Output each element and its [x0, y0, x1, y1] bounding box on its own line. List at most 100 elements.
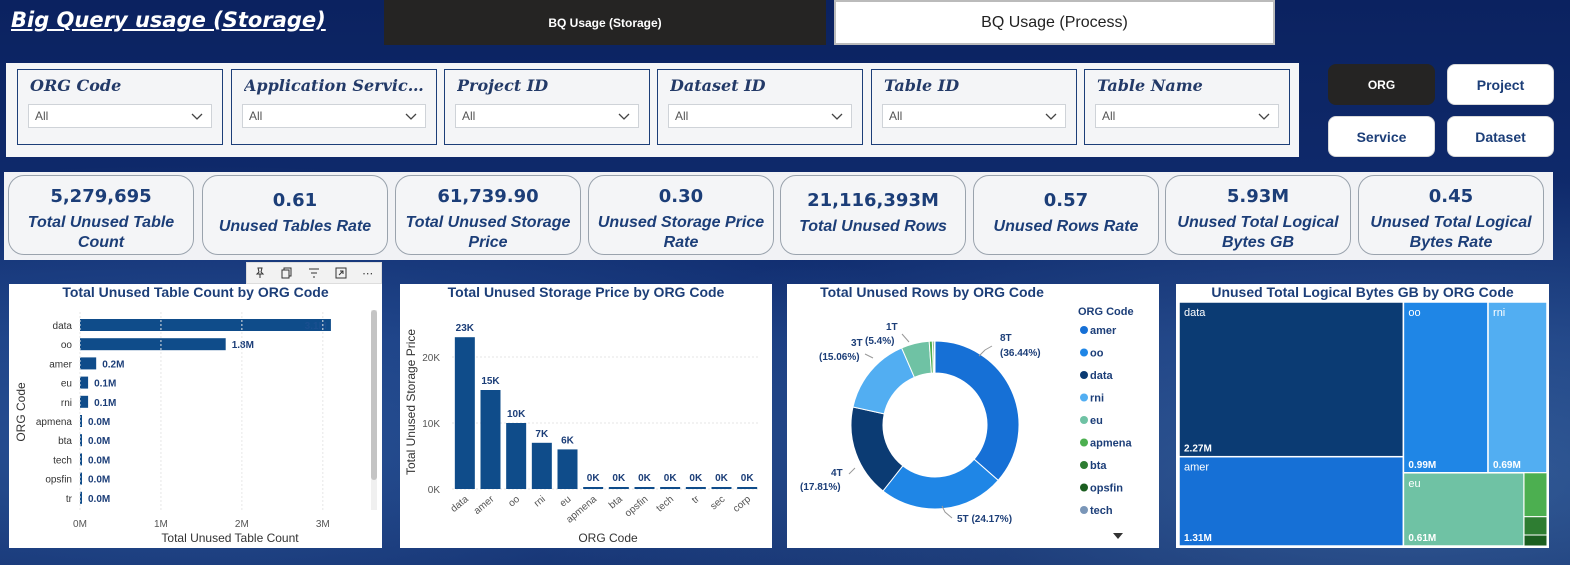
slice-label: 5T (24.17%) [957, 514, 1012, 525]
legend-title: ORG Code [1078, 306, 1134, 318]
slicer-dataset-id: Dataset ID All [657, 69, 863, 145]
filter-icon[interactable] [306, 265, 322, 281]
chevron-down-icon [405, 113, 417, 120]
slice-label: 4T [831, 468, 843, 479]
tile-name: data [1184, 307, 1206, 319]
slicer-dropdown[interactable]: All [882, 104, 1066, 128]
chart-title: Unused Total Logical Bytes GB by ORG Cod… [1211, 284, 1514, 300]
slicer-dropdown[interactable]: All [1095, 104, 1279, 128]
legend-marker [1080, 348, 1088, 357]
slicer-value: All [889, 109, 903, 123]
tick-label: 2M [235, 519, 249, 530]
kpi-value: 5,279,695 [50, 186, 152, 207]
tab-bq-usage-storage[interactable]: BQ Usage (Storage) [384, 0, 826, 45]
kpi-value: 0.57 [1043, 190, 1089, 211]
tile-value: 0.61M [1408, 533, 1436, 544]
kpi-label: Total Unused Table Count [9, 213, 193, 253]
data-label: 10K [507, 409, 526, 420]
x-axis-label: Total Unused Table Count [161, 531, 299, 545]
legend-marker [1080, 371, 1088, 379]
slicer-value: All [675, 109, 689, 123]
legend-item: opsfin [1090, 483, 1123, 495]
leader-line [848, 467, 856, 475]
kpi-label: Unused Tables Rate [203, 217, 387, 237]
org-view-button[interactable]: ORG [1328, 64, 1435, 105]
kpi-label-line: Unused Tables Rate [218, 218, 372, 235]
slicer-dropdown[interactable]: All [668, 104, 852, 128]
category-label: oo [61, 340, 73, 351]
bar [80, 319, 331, 331]
tile-name: oo [1408, 307, 1420, 319]
chevron-down-icon [1258, 113, 1270, 120]
kpi-label: Unused Total Logical Bytes Rate [1359, 213, 1543, 253]
kpi-card: 61,739.90 Total Unused Storage Price [395, 175, 581, 255]
slicer-table-id: Table ID All [871, 69, 1077, 145]
bar [454, 337, 475, 489]
slicer-value: All [462, 109, 476, 123]
treemap-tile [1523, 516, 1548, 536]
kpi-label: Unused Storage Price Rate [589, 213, 773, 253]
tick-label: 0K [428, 485, 441, 496]
chart-title: Total Unused Table Count by ORG Code [62, 284, 329, 300]
data-label: 0K [689, 473, 703, 484]
more-options-icon[interactable]: ⋯ [362, 266, 374, 280]
category-label: eu [558, 494, 574, 510]
kpi-label: Total Unused Storage Price [396, 213, 580, 253]
bar [583, 487, 604, 489]
kpi-card: 0.57 Unused Rows Rate [973, 175, 1159, 255]
dataset-view-button[interactable]: Dataset [1447, 116, 1554, 157]
data-label: 0K [715, 473, 729, 484]
bar [80, 376, 89, 389]
slicer-dropdown[interactable]: All [28, 104, 212, 128]
bar-chart-vertical[interactable]: 0K10K20K23Kdata15Kamer10Koo7Krni6Keu0Kap… [400, 284, 772, 548]
kpi-label: Total Unused Rows [781, 217, 965, 237]
kpi-label-line: Bytes GB [1221, 234, 1295, 251]
tick-label: 20K [422, 353, 440, 364]
slicer-dropdown[interactable]: All [242, 104, 426, 128]
category-label: corp [731, 494, 753, 515]
legend-item: data [1090, 370, 1114, 382]
kpi-label-line: Count [77, 234, 125, 251]
kpi-value: 61,739.90 [437, 186, 539, 207]
project-view-button[interactable]: Project [1447, 64, 1554, 105]
tick-label: 10K [422, 419, 440, 430]
treemap-tile [1178, 455, 1405, 547]
kpi-label-line: Unused Storage Price [597, 214, 765, 231]
legend-marker [1080, 506, 1088, 514]
slice-label: (15.06%) [819, 352, 860, 363]
kpi-card: 5,279,695 Total Unused Table Count [8, 175, 194, 255]
slicer-dropdown[interactable]: All [455, 104, 639, 128]
slicer-title: Table Name [1097, 76, 1203, 95]
treemap-chart[interactable]: data 2.27M amer 1.31M oo 0.99M rni 0.69M eu 0.61M [1176, 284, 1549, 548]
kpi-label: Unused Total Logical Bytes GB [1166, 213, 1350, 253]
category-label: apmena [36, 417, 73, 428]
donut-chart[interactable]: 8T (36.44%) 5T (24.17%) 4T (17.81%) 3T (15.06%… [787, 284, 1159, 548]
kpi-value: 0.61 [272, 190, 318, 211]
scrollbar-thumb [371, 310, 377, 480]
page-title: Big Query usage (Storage) [11, 8, 326, 32]
slicer-application-service: Application Service N… All [231, 69, 437, 145]
category-label: rni [61, 398, 72, 409]
kpi-label-line: Total Unused Storage [405, 214, 571, 231]
slicer-title: ORG Code [30, 76, 122, 95]
slice-label: 8T [1000, 333, 1012, 344]
legend-marker [1080, 483, 1088, 492]
bar [80, 415, 82, 427]
tile-name: eu [1408, 478, 1420, 490]
service-view-button[interactable]: Service [1328, 116, 1435, 157]
kpi-value: 0.30 [658, 186, 704, 207]
bar [685, 487, 706, 489]
pin-icon[interactable] [252, 265, 268, 281]
category-label: data [53, 321, 73, 332]
focus-mode-icon[interactable] [333, 265, 349, 281]
legend-marker [1080, 416, 1088, 424]
bar [506, 423, 527, 489]
kpi-label-line: Total Unused Table [27, 214, 175, 231]
tab-bq-usage-process[interactable]: BQ Usage (Process) [834, 0, 1275, 45]
treemap-tile [1178, 301, 1405, 458]
bar-chart-horizontal[interactable]: data 3.1M oo 1.8M amer 0.2M eu 0.1M rni 0.1M apmen… [9, 284, 382, 548]
copy-icon[interactable] [279, 265, 295, 281]
slicer-title: Application Service N… [244, 76, 426, 95]
chart-title: Total Unused Storage Price by ORG Code [447, 284, 725, 300]
slice-label: (5.4%) [865, 336, 894, 347]
